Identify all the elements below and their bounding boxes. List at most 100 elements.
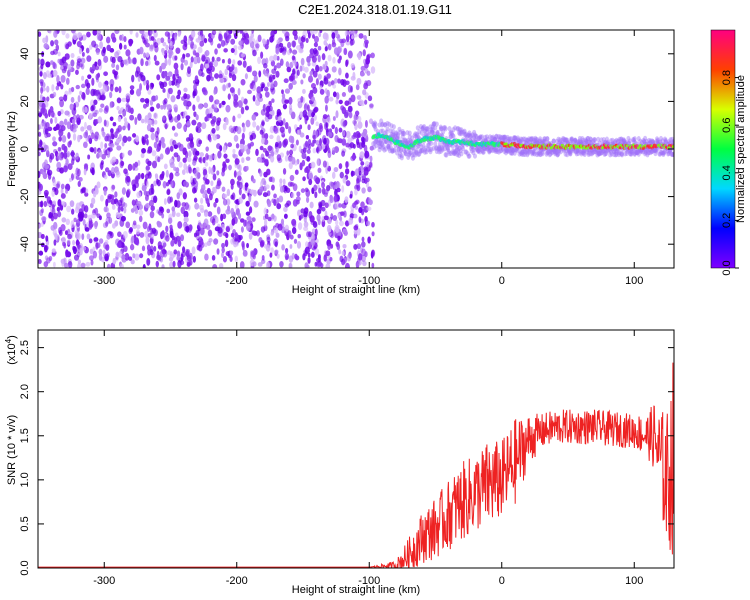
signal-halo-dot (453, 125, 458, 131)
spectrogram-noise-dot (83, 141, 88, 149)
spectrogram-noise-dot (269, 252, 273, 258)
spectrogram-noise-dot (355, 199, 360, 205)
signal-halo-dot (379, 122, 384, 128)
signal-halo-dot (387, 121, 392, 127)
spectrogram-noise-dot (112, 223, 116, 229)
spectrogram-noise-dot (51, 84, 55, 92)
spectrogram-noise-dot (299, 111, 303, 118)
signal-halo-dot (406, 154, 411, 160)
spectrogram-noise-dot (140, 152, 145, 159)
spectrogram-noise-dot (360, 201, 365, 209)
signal-halo-dot (462, 131, 467, 137)
spectrogram-noise-dot (208, 238, 213, 243)
spectrogram-noise-dot (95, 49, 100, 55)
spectrogram-noise-dot (337, 78, 341, 84)
spectrogram-noise-dot (82, 219, 86, 226)
spectrogram-noise-dot (288, 255, 294, 263)
spectrogram-noise-dot (244, 182, 249, 188)
spectrogram-noise-dot (234, 233, 239, 239)
spectrogram-noise-dot (191, 119, 197, 126)
signal-halo-dot (372, 122, 377, 128)
spectrogram-noise-dot (259, 170, 263, 177)
spectrogram-noise-dot (342, 120, 347, 128)
spectrogram-noise-dot (127, 150, 133, 156)
spectrogram-noise-dot (271, 98, 275, 103)
signal-halo-dot (492, 136, 497, 143)
spectrogram-noise-dot (300, 79, 304, 85)
y-tick-label: 0 (19, 146, 31, 152)
spectrogram-noise-dot (237, 45, 243, 51)
spectrogram-noise-dot (263, 70, 269, 77)
spectrogram-noise-dot (107, 170, 112, 177)
spectrogram-noise-dot (87, 154, 91, 160)
spectrogram-noise-dot (357, 121, 363, 129)
signal-halo-dot (424, 149, 429, 155)
spectrogram-noise-dot (183, 210, 189, 219)
spectrogram-noise-dot (93, 135, 99, 142)
spectrogram-noise-dot (40, 222, 44, 227)
spectrogram-noise-dot (347, 50, 353, 59)
signal-halo-dot (439, 126, 444, 132)
signal-halo-dot (494, 147, 499, 153)
spectrogram-noise-dot (193, 56, 199, 65)
spectrogram-noise-dot (73, 102, 76, 111)
spectrogram-noise-dot (313, 114, 317, 121)
spectrogram-noise-dot (264, 132, 269, 140)
spectrogram-noise-dot (276, 55, 280, 61)
spectrogram-noise-dot (336, 33, 341, 42)
signal-halo-dot (422, 147, 427, 153)
spectrogram-noise-dot (79, 90, 83, 96)
signal-halo-dot (410, 135, 415, 141)
spectrogram-noise-dot (218, 102, 222, 109)
signal-halo-dot (399, 155, 404, 161)
signal-halo-dot (429, 140, 434, 146)
spectrogram-noise-dot (261, 137, 265, 145)
spectrogram-noise-dot (188, 133, 193, 139)
spectrogram-noise-dot (153, 54, 157, 62)
signal-halo-dot (404, 138, 409, 144)
spectrogram-noise-dot (150, 233, 155, 239)
spectrogram-noise-dot (259, 241, 265, 248)
signal-halo-dot (419, 144, 424, 150)
spectrogram-noise-dot (39, 70, 43, 77)
spectrogram-noise-dot (87, 74, 92, 79)
spectrogram-noise-dot (221, 247, 225, 253)
spectrogram-noise-dot (119, 160, 124, 169)
signal-halo-dot (374, 142, 379, 149)
spectrogram-noise-dot (195, 172, 201, 180)
spectrogram-noise-dot (121, 33, 124, 42)
spectrogram-noise-dot (103, 206, 108, 213)
spectrogram-noise-dot (317, 45, 322, 51)
spectrogram-noise-dot (261, 121, 265, 126)
spectrogram-noise-dot (156, 74, 161, 81)
y-tick-label: -20 (19, 189, 31, 205)
signal-halo-dot (382, 138, 387, 145)
spectrogram-noise-dot (256, 86, 262, 94)
spectrogram-noise-dot (55, 85, 60, 91)
spectrogram-noise-dot (69, 103, 74, 111)
spectrogram-noise-dot (279, 260, 284, 268)
spectrogram-noise-dot (323, 254, 327, 262)
spectrogram-noise-dot (167, 32, 171, 40)
signal-halo-dot (447, 150, 452, 157)
spectrogram-noise-dot (63, 94, 68, 102)
signal-halo-dot (417, 151, 422, 157)
spectrogram-noise-dot (82, 92, 86, 101)
spectrogram-noise-dot (169, 51, 174, 56)
spectrogram-noise-dot (225, 104, 231, 113)
spectrogram-noise-dot (170, 95, 176, 103)
spectrogram-noise-dot (181, 202, 187, 207)
spectrogram-noise-dot (140, 58, 144, 67)
signal-halo-dot (425, 125, 430, 132)
spectrogram-noise-dot (276, 135, 281, 143)
spectrogram-noise-dot (205, 153, 209, 161)
spectrogram-noise-dot (182, 43, 188, 51)
spectrogram-noise-dot (348, 217, 354, 225)
spectrogram-noise-dot (150, 36, 155, 41)
spectrogram-noise-dot (164, 123, 168, 130)
spectrogram-noise-dot (245, 119, 251, 128)
spectrogram-noise-dot (213, 238, 219, 245)
spectrogram-noise-dot (159, 153, 164, 160)
spectrogram-noise-dot (103, 71, 108, 77)
spectrogram-noise-dot (288, 82, 293, 90)
